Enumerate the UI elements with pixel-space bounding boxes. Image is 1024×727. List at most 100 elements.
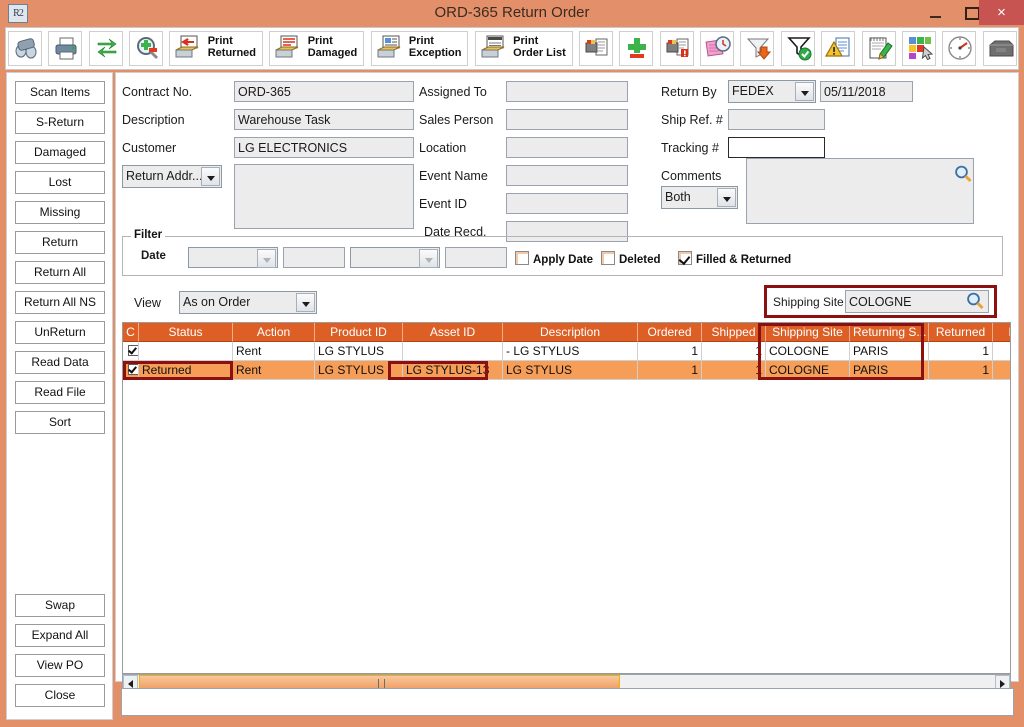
table-row[interactable]: Returned Rent LG STYLUS LG STYLUS-13 LG STYL… <box>123 361 1010 380</box>
cell-shipped[interactable]: 1 <box>702 342 766 361</box>
customer-field[interactable]: LG ELECTRONICS <box>234 137 414 158</box>
event-name-field[interactable] <box>506 165 628 186</box>
filter-date-from-field[interactable] <box>283 247 345 268</box>
toolbar-button-zoom[interactable] <box>129 31 164 66</box>
toolbar-button-boxes-list[interactable] <box>579 31 614 66</box>
view-dropdown[interactable]: As on Order <box>179 291 317 314</box>
toolbar-button-boxes-alert[interactable] <box>659 31 694 66</box>
return-date-field[interactable]: 05/11/2018 <box>820 81 913 102</box>
sidebar-button-unreturn[interactable]: UnReturn <box>15 321 105 344</box>
sidebar-button-sort[interactable]: Sort <box>15 411 105 434</box>
sidebar-button-return-all-ns[interactable]: Return All NS <box>15 291 105 314</box>
sidebar-button-return-all[interactable]: Return All <box>15 261 105 284</box>
cell-ordered[interactable]: 1 <box>638 342 702 361</box>
grid-header-c[interactable]: C <box>123 323 139 342</box>
toolbar-button-plus-minus[interactable] <box>619 31 654 66</box>
grid-header-ordered[interactable]: Ordered <box>638 323 702 342</box>
sales-person-field[interactable] <box>506 109 628 130</box>
grid-header-action[interactable]: Action <box>233 323 315 342</box>
grid-horizontal-scrollbar[interactable] <box>122 674 1011 691</box>
cell-shipping_site[interactable]: COLOGNE <box>766 361 850 380</box>
sidebar-button-s-return[interactable]: S-Return <box>15 111 105 134</box>
grid-header-shipped[interactable]: Shipped <box>702 323 766 342</box>
cell-shipped[interactable]: 1 <box>702 361 766 380</box>
shipping-site-field[interactable]: COLOGNE <box>845 290 989 313</box>
close-button[interactable]: × <box>979 0 1024 25</box>
return-addr-dropdown[interactable]: Return Addr... <box>122 165 222 188</box>
apply-date-checkbox[interactable]: Apply Date <box>515 251 593 266</box>
sidebar-button-swap[interactable]: Swap <box>15 594 105 617</box>
cell-status[interactable]: Returned <box>139 361 233 380</box>
description-field[interactable]: Warehouse Task <box>234 109 414 130</box>
toolbar-button-notepad-pencil[interactable] <box>861 31 896 66</box>
cell-product_id[interactable]: LG STYLUS <box>315 361 403 380</box>
toolbar-button-print[interactable] <box>48 31 83 66</box>
sidebar-button-missing[interactable]: Missing <box>15 201 105 224</box>
cell-product_id[interactable]: LG STYLUS <box>315 342 403 361</box>
cell-po[interactable] <box>993 342 1010 361</box>
cell-shipping_site[interactable]: COLOGNE <box>766 342 850 361</box>
toolbar-button-print-exception[interactable]: Print Exception <box>370 31 469 66</box>
sidebar-button-read-data[interactable]: Read Data <box>15 351 105 374</box>
sidebar-button-view-po[interactable]: View PO <box>15 654 105 677</box>
comments-search-icon[interactable] <box>954 165 972 186</box>
location-field[interactable] <box>506 137 628 158</box>
sidebar-button-read-file[interactable]: Read File <box>15 381 105 404</box>
cell-status[interactable] <box>139 342 233 361</box>
filter-date-from-dropdown[interactable] <box>188 247 278 268</box>
cell-action[interactable]: Rent <box>233 361 315 380</box>
items-grid[interactable]: C Status Action Product ID Asset ID Descripti… <box>122 322 1011 674</box>
scroll-right-arrow-icon[interactable] <box>995 675 1010 690</box>
toolbar-button-refresh[interactable] <box>88 31 123 66</box>
sidebar-button-expand-all[interactable]: Expand All <box>15 624 105 647</box>
toolbar-button-print-damaged[interactable]: Print Damaged <box>269 31 365 66</box>
toolbar-button-print-returned[interactable]: Print Returned <box>169 31 263 66</box>
grid-header-returning_site[interactable]: Returning S... <box>850 323 929 342</box>
filter-date-to-dropdown[interactable] <box>350 247 440 268</box>
toolbar-button-color-blocks[interactable] <box>901 31 936 66</box>
toolbar-button-binoculars[interactable] <box>8 31 42 66</box>
event-id-field[interactable] <box>506 193 628 214</box>
table-row[interactable]: Rent LG STYLUS - LG STYLUS 1 1 COLOGNE PARIS 1 <box>123 342 1010 361</box>
sidebar-button-close[interactable]: Close <box>15 684 105 707</box>
grid-header-description[interactable]: Description <box>503 323 638 342</box>
grid-header-product_id[interactable]: Product ID <box>315 323 403 342</box>
cell-returning_site[interactable]: PARIS <box>850 342 929 361</box>
toolbar-button-history[interactable] <box>700 31 735 66</box>
grid-header-returned[interactable]: Returned <box>929 323 993 342</box>
toolbar-button-gauge[interactable] <box>942 31 977 66</box>
cell-asset_id[interactable]: LG STYLUS-13 <box>403 361 503 380</box>
toolbar-button-crate[interactable] <box>982 31 1017 66</box>
minimize-button[interactable] <box>917 0 954 25</box>
comments-textarea[interactable] <box>746 158 974 224</box>
assigned-to-field[interactable] <box>506 81 628 102</box>
grid-header-shipping_site[interactable]: Shipping Site <box>766 323 850 342</box>
cell-asset_id[interactable] <box>403 342 503 361</box>
ship-ref-field[interactable] <box>728 109 825 130</box>
cell-returning_site[interactable]: PARIS <box>850 361 929 380</box>
return-address-textarea[interactable] <box>234 164 414 229</box>
contract-no-field[interactable]: ORD-365 <box>234 81 414 102</box>
grid-header-po[interactable]: PO / <box>993 323 1010 342</box>
scroll-left-arrow-icon[interactable] <box>123 675 138 690</box>
deleted-checkbox[interactable]: Deleted <box>601 251 661 266</box>
shipping-site-search-icon[interactable] <box>966 292 984 313</box>
grid-header-asset_id[interactable]: Asset ID <box>403 323 503 342</box>
cell-description[interactable]: LG STYLUS <box>503 361 638 380</box>
toolbar-button-print-order-list[interactable]: Print Order List <box>474 31 573 66</box>
grid-header-status[interactable]: Status <box>139 323 233 342</box>
row-checkbox[interactable] <box>123 361 139 380</box>
chevron-down-icon[interactable] <box>296 293 315 312</box>
filled-returned-checkbox[interactable]: Filled & Returned <box>678 251 791 266</box>
toolbar-button-warning-document[interactable] <box>821 31 856 66</box>
cell-description[interactable]: - LG STYLUS <box>503 342 638 361</box>
sidebar-button-damaged[interactable]: Damaged <box>15 141 105 164</box>
chevron-down-icon[interactable] <box>419 249 438 268</box>
cell-ordered[interactable]: 1 <box>638 361 702 380</box>
chevron-down-icon[interactable] <box>257 249 276 268</box>
chevron-down-icon[interactable] <box>795 82 814 101</box>
chevron-down-icon[interactable] <box>717 188 736 207</box>
toolbar-button-funnel-down[interactable] <box>740 31 775 66</box>
return-by-dropdown[interactable]: FEDEX <box>728 80 816 103</box>
cell-action[interactable]: Rent <box>233 342 315 361</box>
